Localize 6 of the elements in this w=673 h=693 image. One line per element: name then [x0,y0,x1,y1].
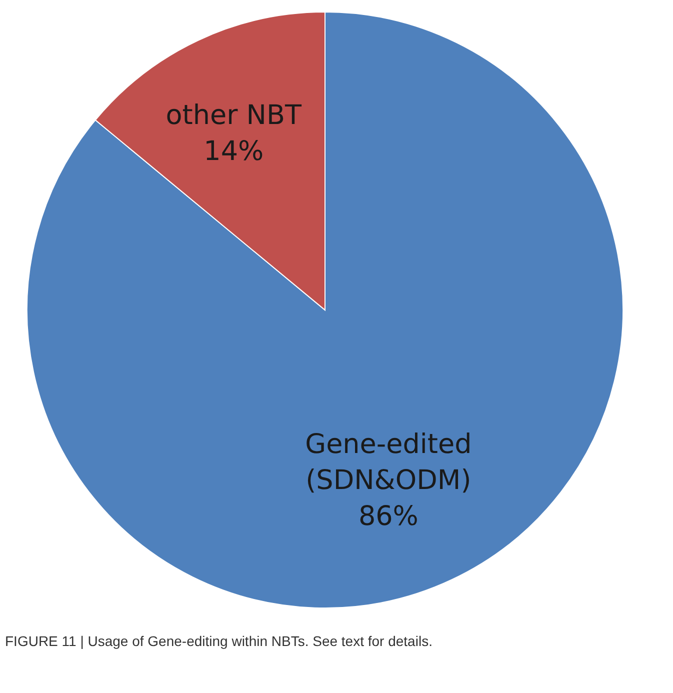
data-label: 14% [204,136,264,167]
slice-label: other NBT [166,100,302,131]
data-label: 86% [358,500,418,532]
pie-slice [26,12,624,608]
slice-label: Gene-edited (SDN&ODM) [305,428,472,496]
caption: FIGURE 11 | Usage of Gene-editing within NBTs. See text for details. [5,633,432,649]
